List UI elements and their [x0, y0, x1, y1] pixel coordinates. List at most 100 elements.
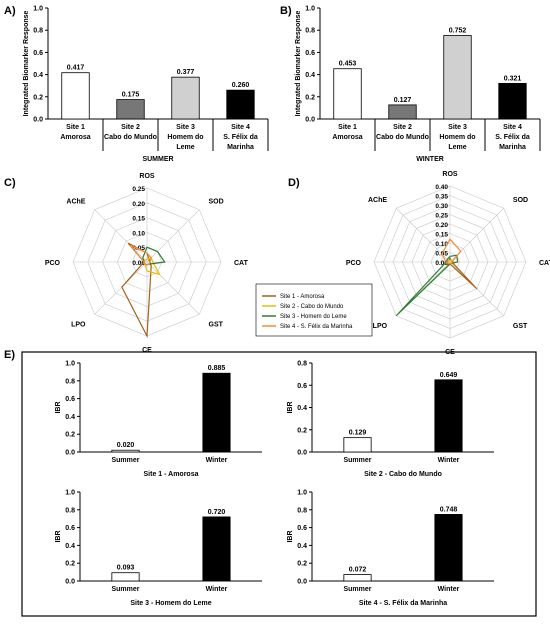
radar-spoke: [396, 208, 451, 263]
radar-tick-label: 0.40: [435, 184, 448, 191]
y-tick-label: 0.2: [65, 561, 75, 568]
category-label: Winter: [438, 586, 460, 593]
category-label: Site 4: [231, 124, 250, 131]
bar-value-label: 0.748: [440, 506, 458, 513]
chart-e3: 0.0 0.2 0.4 0.6 0.8 1.0 IBR 0.093 Summer 0.720 Win…: [55, 490, 262, 607]
chart-e2: 0.0 0.2 0.4 0.6 0.8 IBR 0.129 Summer 0.649 Winter…: [287, 361, 494, 478]
y-tick-label: 0.6: [33, 50, 43, 57]
radar-axis-label: PCO: [346, 260, 362, 267]
category-label: Summer: [111, 586, 139, 593]
y-axis-label: Integrated Biomarker Response: [295, 10, 302, 116]
bar-value-label: 0.321: [504, 75, 522, 82]
y-tick-label: 0.0: [33, 117, 43, 124]
bar: [343, 574, 372, 582]
y-axis-label: IBR: [287, 530, 294, 542]
panel-label-e: E): [4, 349, 15, 361]
panel-label-b: B): [280, 5, 292, 17]
legend-label-3: Site 3 - Homem do Leme: [280, 314, 347, 320]
y-tick-label: 0.4: [297, 405, 307, 412]
bar: [202, 372, 231, 453]
radar-series-line: [441, 238, 462, 265]
radar-axis-label: LPO: [71, 322, 86, 329]
y-tick-label: 0.0: [297, 450, 307, 457]
radar-axis-label: AChE: [66, 198, 85, 205]
radar-axis-label: CAT: [539, 260, 550, 267]
radar-axis-label: CAT: [234, 260, 249, 267]
y-tick-label: 0.2: [297, 427, 307, 434]
bar: [111, 449, 140, 453]
panel-label-d: D): [288, 177, 300, 189]
bar: [434, 379, 463, 453]
chart-e4: 0.0 0.2 0.4 0.6 0.8 1.0 IBR 0.072 Summer 0.748 Win…: [287, 490, 494, 607]
radar-tick-label: 0.25: [132, 186, 145, 193]
bar-value-label: 0.129: [349, 430, 367, 437]
radar-tick-label: 0.10: [132, 230, 145, 237]
bar-value-label: 0.417: [67, 65, 85, 72]
bar: [333, 68, 362, 120]
bar: [116, 99, 145, 120]
radar-tick-label: 0.00: [132, 260, 145, 267]
category-label: Site 2: [121, 124, 140, 131]
bar-value-label: 0.127: [394, 97, 412, 104]
bar: [226, 89, 255, 120]
y-tick-label: 0.8: [33, 28, 43, 35]
chart-e1: 0.0 0.2 0.4 0.6 0.8 1.0 IBR 0.020 Summer 0.885 Win…: [55, 361, 262, 478]
bar-value-label: 0.377: [177, 69, 195, 76]
bar-value-label: 0.260: [232, 82, 250, 89]
category-label: Amorosa: [332, 134, 362, 141]
y-tick-label: 0.8: [297, 361, 307, 368]
y-tick-label: 0.2: [65, 432, 75, 439]
y-tick-label: 1.0: [65, 490, 75, 497]
y-tick-label: 0.4: [33, 72, 43, 79]
radar-tick-label: 0.25: [435, 213, 448, 220]
y-tick-label: 0.6: [297, 525, 307, 532]
radar-chart-d: ROSSODCATGSTCELPOPCOAChE0.000.050.100.15…: [346, 171, 550, 356]
legend-label-2: Site 2 - Cabo do Mundo: [280, 304, 344, 310]
y-tick-label: 0.8: [297, 507, 307, 514]
y-tick-label: 0.0: [305, 117, 315, 124]
y-axis-label: IBR: [55, 401, 62, 413]
category-label: S. Félix da: [495, 134, 530, 141]
bar-value-label: 0.649: [440, 372, 458, 379]
radar-tick-label: 0.35: [435, 194, 448, 201]
y-tick-label: 0.2: [305, 94, 315, 101]
category-label: Leme: [176, 144, 194, 151]
bar-value-label: 0.072: [349, 567, 367, 574]
y-tick-label: 0.8: [65, 507, 75, 514]
y-tick-label: 0.0: [297, 579, 307, 586]
x-axis-label: Site 4 - S. Félix da Marinha: [359, 600, 447, 607]
category-label: Amorosa: [60, 134, 90, 141]
x-axis-label: SUMMER: [142, 156, 173, 163]
y-tick-label: 0.6: [65, 525, 75, 532]
category-label: Site 3: [176, 124, 195, 131]
bar-value-label: 0.093: [117, 565, 135, 572]
legend-box: [255, 283, 373, 337]
radar-tick-label: 0.20: [132, 201, 145, 208]
radar-tick-label: 0.15: [132, 216, 145, 223]
bar: [111, 572, 140, 582]
category-label: S. Félix da: [223, 134, 258, 141]
bar: [434, 514, 463, 582]
radar-axis-label: ROS: [139, 173, 155, 180]
radar-tick-label: 0.20: [435, 222, 448, 229]
legend-label-1: Site 1 - Amorosa: [280, 294, 325, 300]
category-label: Winter: [206, 586, 228, 593]
y-tick-label: 1.0: [305, 6, 315, 13]
category-label: Homem do: [439, 134, 475, 141]
radar-spoke: [146, 261, 200, 315]
category-label: Cabo do Mundo: [104, 134, 157, 141]
y-tick-label: 0.8: [305, 28, 315, 35]
category-label: Site 1: [66, 124, 85, 131]
y-tick-label: 0.0: [65, 579, 75, 586]
category-label: Summer: [343, 457, 371, 464]
bar-value-label: 0.453: [339, 61, 357, 68]
radar-series-line: [129, 244, 152, 266]
category-label: Site 1: [338, 124, 357, 131]
bar: [498, 82, 527, 120]
radar-tick-label: 0.00: [435, 260, 448, 267]
x-axis-label: Site 3 - Homem do Leme: [130, 600, 211, 607]
bar: [443, 35, 472, 120]
radar-axis-label: GST: [209, 322, 224, 329]
